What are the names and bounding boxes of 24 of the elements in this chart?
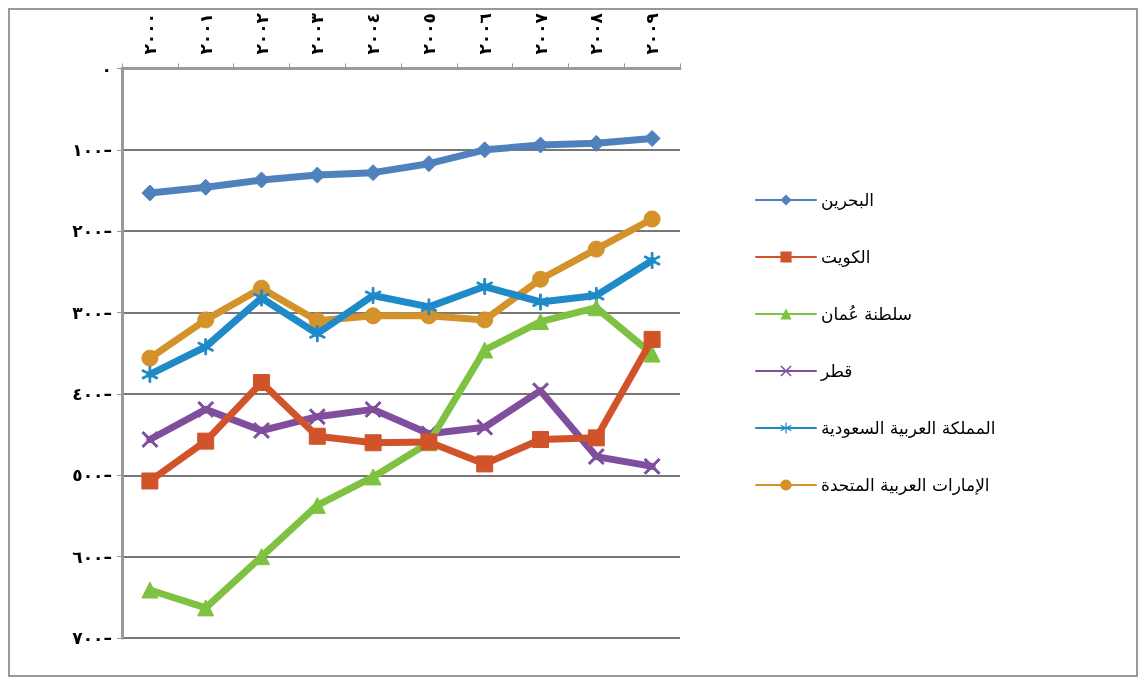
legend-label: قطر <box>820 361 853 381</box>
x-tick-label: ٢٠٠١ <box>195 12 216 55</box>
y-tick-label: ٢٠٠– <box>72 221 112 242</box>
x-tick-label: ٢٠٠٦ <box>474 12 495 55</box>
y-tick-label: ٤٠٠– <box>72 383 112 404</box>
legend-label: الإمارات العربية المتحدة <box>821 475 990 495</box>
y-tick-label: ١٠٠– <box>72 139 112 160</box>
x-tick-label: ٢٠٠٠ <box>139 12 160 55</box>
x-tick-label: ٢٠٠٧ <box>530 12 551 55</box>
legend-label: البحرين <box>821 190 875 210</box>
y-tick-label: ٦٠٠– <box>72 546 112 567</box>
legend-label: المملكة العربية السعودية <box>821 418 996 438</box>
x-tick-label: ٢٠٠٨ <box>586 12 607 55</box>
y-tick-label: ٧٠٠– <box>72 628 112 648</box>
y-tick-label: ٠ <box>101 58 112 79</box>
y-tick-label: ٣٠٠– <box>72 302 112 323</box>
legend-label: الكويت <box>821 247 871 267</box>
x-tick-label: ٢٠٠٣ <box>307 12 328 55</box>
legend-label: سلطنة عُمان <box>821 304 913 324</box>
x-tick-label: ٢٠٠٥ <box>418 12 439 55</box>
y-tick-label: ٥٠٠– <box>72 465 112 486</box>
x-tick-label: ٢٠٠٢ <box>251 12 272 55</box>
x-tick-label: ٢٠٠٩ <box>642 12 663 55</box>
x-tick-label: ٢٠٠٤ <box>363 12 384 55</box>
